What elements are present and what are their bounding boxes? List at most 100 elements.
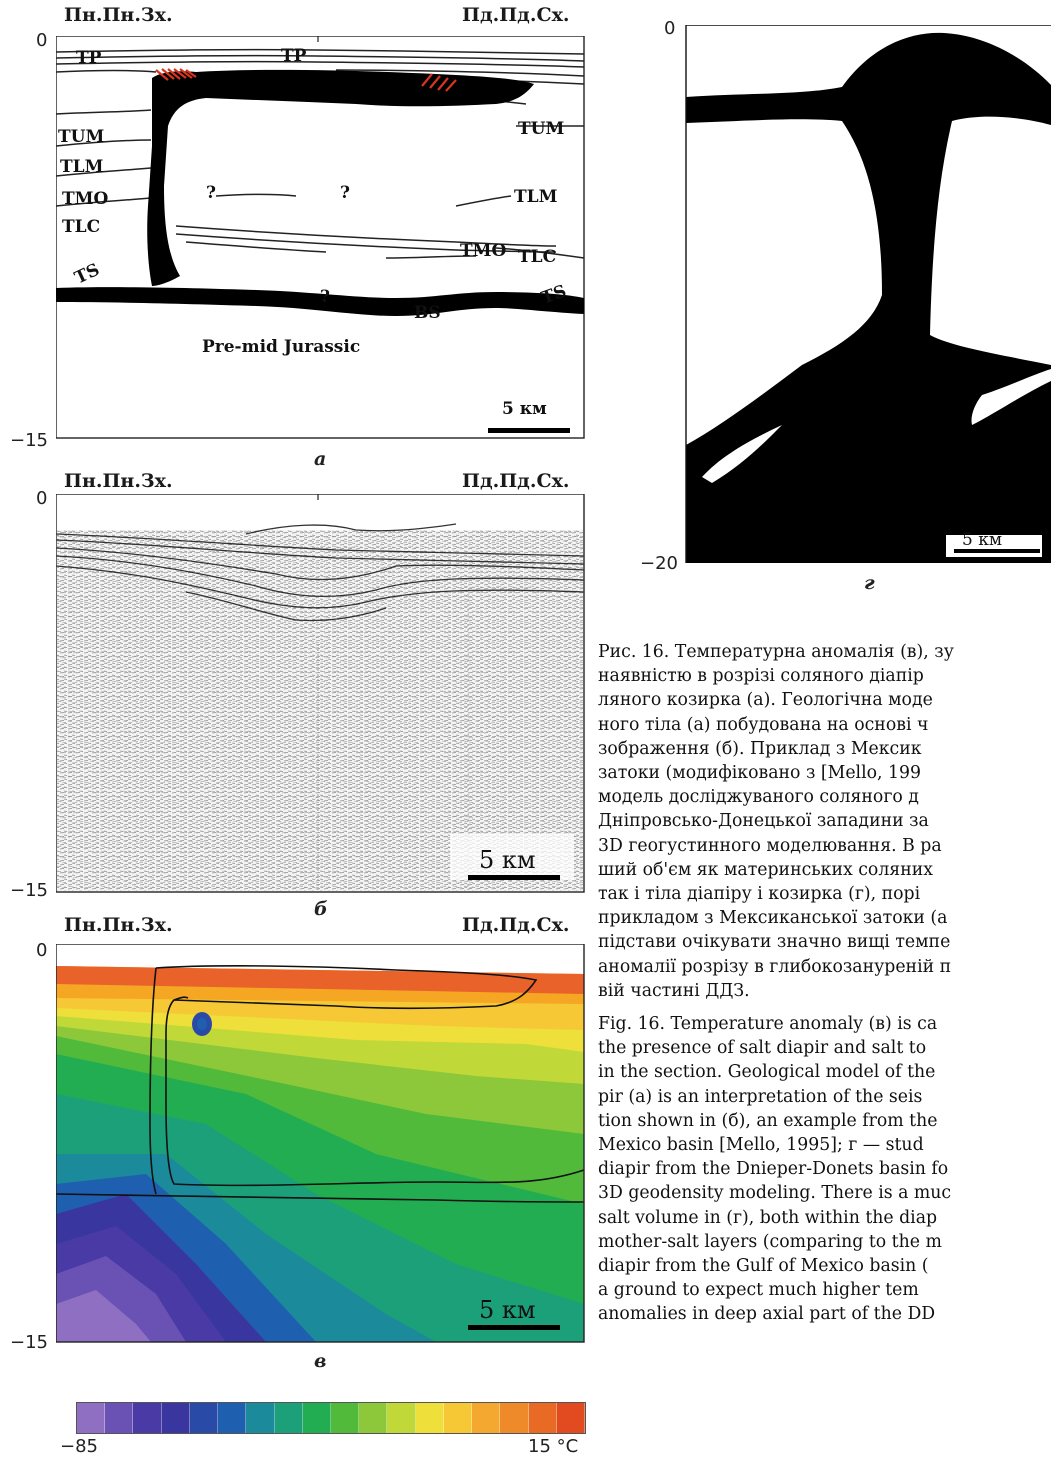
seismic-reflectors [56,523,585,622]
caption-line: вій частині ДДЗ. [598,980,750,1001]
panel-a-scale-bar [488,428,570,433]
colorbar-max-label: 15 °С [528,1436,579,1457]
caption-line: salt volume in (г), both within the diap [598,1207,938,1228]
panel-a-scale-label: 5 км [502,399,547,419]
caption-line: ляного козирка (а). Геологічна моде [598,690,933,711]
colorbar-swatch [302,1403,331,1433]
panel-g-scale-bar [954,549,1040,553]
panel-b-scale-bar [468,875,560,880]
label-tlm-right: TLM [514,187,558,207]
panel-b-scale-label: 5 км [479,846,536,874]
caption-line: Рис. 16. Температурна аномалія (в), зу [598,642,954,662]
colorbar-swatch [528,1403,557,1433]
caption-line: затоки (модифіковано з [Mello, 199 [598,763,921,784]
colorbar-swatch [161,1403,190,1433]
panel-b-seismic-image: 5 км [56,494,585,893]
caption-line: аномалії розрізу в глибокозануреній п [598,956,952,977]
caption-ukrainian: Рис. 16. Температурна аномалія (в), зу на… [598,640,1051,1003]
colorbar-swatch [274,1403,303,1433]
panel-v-right-direction: Пд.Пд.Сх. [462,914,570,936]
colorbar-min-label: −85 [60,1436,98,1457]
caption-line: ший об'єм як материнських соляних [598,859,933,880]
label-tlc-right: TLC [518,247,556,267]
caption-line: anomalies in deep axial part of the DD [598,1304,936,1325]
panel-v-left-direction: Пн.Пн.Зх. [64,914,173,936]
caption-line: ного тіла (а) побудована на основі ч [598,714,929,735]
caption-line: Дніпровсько-Донецької западини за [598,811,929,832]
basement-label: Pre-mid Jurassic [202,337,360,357]
caption-line: the presence of salt diapir and salt to [598,1038,927,1059]
panel-v-depth-top: 0 [36,940,48,961]
salt-model-body [686,32,1051,564]
label-tmo-left: TMO [62,189,108,209]
caption-line: 3D геогустинного моделювання. В ра [598,835,942,856]
panel-a-left-direction: Пн.Пн.Зх. [64,4,173,26]
colorbar-swatch [500,1403,529,1433]
panel-g-scale-label: 5 км [962,530,1002,550]
caption-line: pir (а) is an interpretation of the seis [598,1086,923,1107]
caption-english: Fig. 16. Temperature anomaly (в) is ca th… [598,1012,1051,1327]
label-tlm-left: TLM [60,157,104,177]
label-tmo-right: TMO [460,241,506,261]
caption-line: tion shown in (б), an example from the [598,1110,938,1131]
colorbar-swatch [246,1403,275,1433]
caption-line: diapir from the Gulf of Mexico basin ( [598,1256,929,1277]
panel-v-temperature-section: 5 км [56,944,585,1343]
colorbar-swatch [77,1403,106,1433]
colorbar-swatch [443,1403,473,1433]
panel-g-depth-bottom: −20 [640,553,678,574]
label-tum-right: TUM [518,119,564,139]
label-bs: BS [414,303,441,323]
caption-line: Mexico basin [Mello, 1995]; г — stud [598,1135,924,1156]
panel-v-letter: в [314,1350,327,1372]
panel-a-depth-top: 0 [36,30,48,51]
temperature-colorbar [76,1402,586,1434]
panel-a-letter: а [314,448,327,470]
figure-caption: Рис. 16. Температурна аномалія (в), зу на… [598,640,1051,1336]
caption-line: так і тіла діапіру і козирка (г), порі [598,884,921,905]
question-mark-3: ? [320,287,330,307]
colorbar-swatch [387,1403,416,1433]
basement-salt-layer [56,287,584,316]
caption-line: наявністю в розрізі соляного діапір [598,666,924,687]
caption-line: 3D geodensity modeling. There is a muc [598,1183,952,1204]
panel-v-scale-bar [468,1325,560,1330]
caption-line: a ground to expect much higher tem [598,1280,919,1301]
colorbar-swatch [415,1403,444,1433]
caption-line: mother-salt layers (comparing to the m [598,1231,942,1252]
caption-line: Fig. 16. Temperature anomaly (в) is ca [598,1014,938,1035]
colorbar-swatch [105,1403,134,1433]
panel-b-left-direction: Пн.Пн.Зх. [64,470,173,492]
label-tlc-left: TLC [62,217,100,237]
panel-a-geologic-section: TP TP TUM TUM TLM TLM TMO TMO TLC TLC TS… [56,36,585,439]
salt-outline [56,965,585,1203]
caption-line: зображення (б). Приклад з Мексик [598,738,922,759]
colorbar-swatch [472,1403,501,1433]
caption-line: diapir from the Dnieper-Donets basin fo [598,1159,949,1180]
colorbar-swatch [556,1403,585,1433]
panel-v-depth-bottom: −15 [10,1332,48,1353]
panel-g-density-model: 5 км [682,25,1051,564]
label-tp-right: TP [281,46,307,66]
salt-body [147,69,534,286]
panel-g-depth-top: 0 [664,18,676,39]
question-mark-1: ? [206,183,216,203]
colorbar-swatch [330,1403,360,1433]
panel-g-letter: г [864,572,875,594]
panel-b-right-direction: Пд.Пд.Сх. [462,470,570,492]
panel-a-depth-bottom: −15 [10,430,48,451]
panel-b-letter: б [314,898,328,920]
colorbar-swatch [218,1403,247,1433]
colorbar-swatch [189,1403,219,1433]
caption-line: модель досліджуваного соляного д [598,787,919,808]
red-fault-marks [155,68,457,92]
caption-line: in the section. Geological model of the [598,1062,936,1083]
caption-line: підстави очікувати значно вищі темпе [598,932,951,953]
colorbar-swatch [133,1403,162,1433]
label-tum-left: TUM [58,127,104,147]
colorbar-swatch [359,1403,388,1433]
panel-b-depth-bottom: −15 [10,880,48,901]
panel-a-right-direction: Пд.Пд.Сх. [462,4,570,26]
panel-v-scale-label: 5 км [479,1296,536,1324]
panel-b-depth-top: 0 [36,488,48,509]
